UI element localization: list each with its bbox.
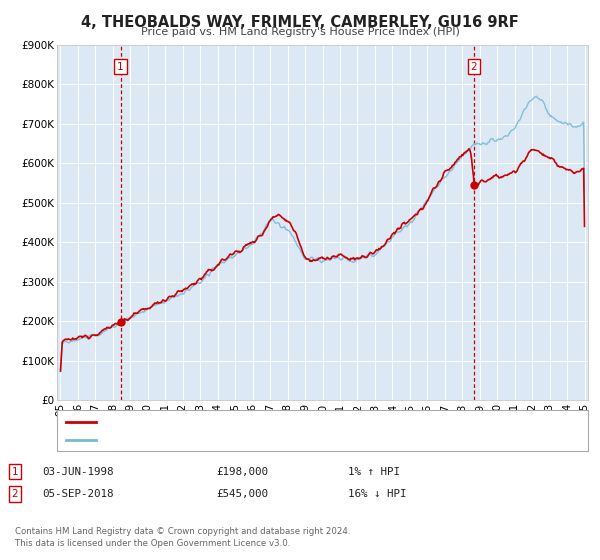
Text: 4, THEOBALDS WAY, FRIMLEY, CAMBERLEY, GU16 9RF: 4, THEOBALDS WAY, FRIMLEY, CAMBERLEY, GU… xyxy=(81,15,519,30)
Text: HPI: Average price, detached house, Surrey Heath: HPI: Average price, detached house, Surr… xyxy=(102,435,352,445)
Text: 16% ↓ HPI: 16% ↓ HPI xyxy=(348,489,407,499)
Text: 1: 1 xyxy=(11,466,19,477)
Text: 2: 2 xyxy=(470,62,477,72)
Text: This data is licensed under the Open Government Licence v3.0.: This data is licensed under the Open Gov… xyxy=(15,539,290,548)
Text: 03-JUN-1998: 03-JUN-1998 xyxy=(42,466,113,477)
Text: 2: 2 xyxy=(11,489,19,499)
Text: 1% ↑ HPI: 1% ↑ HPI xyxy=(348,466,400,477)
Text: 4, THEOBALDS WAY, FRIMLEY, CAMBERLEY, GU16 9RF (detached house): 4, THEOBALDS WAY, FRIMLEY, CAMBERLEY, GU… xyxy=(102,417,461,427)
Text: 1: 1 xyxy=(117,62,124,72)
Text: £198,000: £198,000 xyxy=(216,466,268,477)
Text: 05-SEP-2018: 05-SEP-2018 xyxy=(42,489,113,499)
Text: £545,000: £545,000 xyxy=(216,489,268,499)
Text: Price paid vs. HM Land Registry's House Price Index (HPI): Price paid vs. HM Land Registry's House … xyxy=(140,27,460,37)
Text: Contains HM Land Registry data © Crown copyright and database right 2024.: Contains HM Land Registry data © Crown c… xyxy=(15,528,350,536)
